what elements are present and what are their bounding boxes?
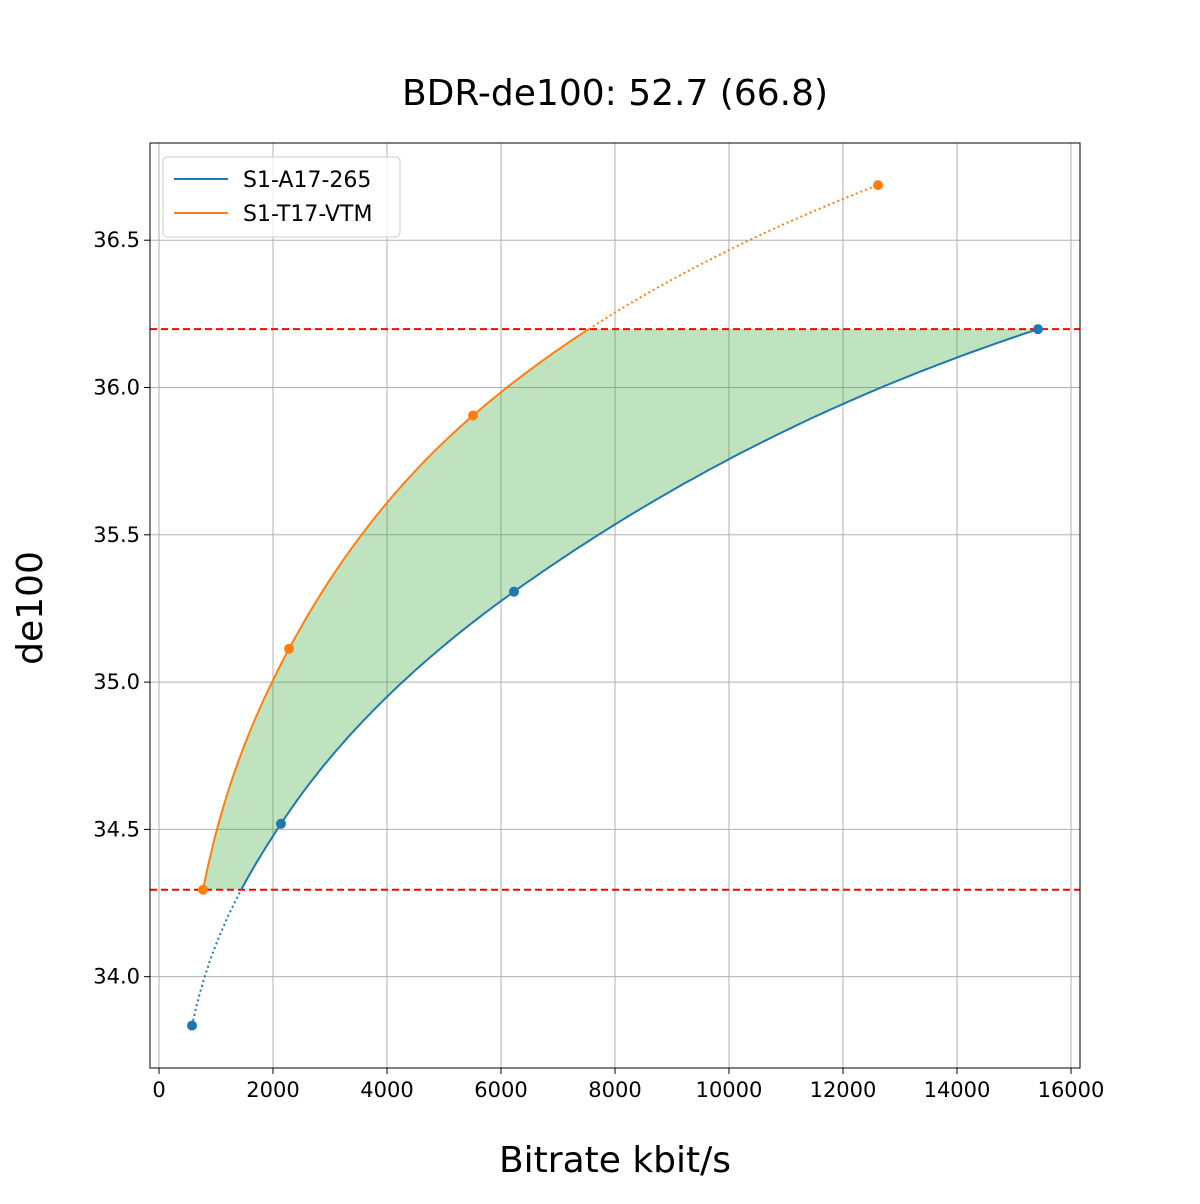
fill-area [203, 329, 1038, 890]
x-tick-label: 8000 [588, 1078, 641, 1102]
y-axis-label: de100 [10, 551, 51, 665]
y-tick-label: 34.0 [93, 965, 140, 989]
curves [191, 184, 1039, 1026]
x-tick-label: 10000 [696, 1078, 763, 1102]
fill-between-curves [203, 329, 1038, 890]
y-tick-label: 36.0 [93, 376, 140, 400]
data-point [468, 410, 479, 421]
x-tick-label: 14000 [924, 1078, 991, 1102]
y-tick-label: 34.5 [93, 817, 140, 841]
legend: S1-A17-265 S1-T17-VTM [162, 156, 401, 238]
y-tick-label: 36.5 [93, 228, 140, 252]
legend-label: S1-T17-VTM [243, 202, 372, 227]
x-axis-label: Bitrate kbit/s [499, 1140, 731, 1181]
x-tick-label: 12000 [810, 1078, 877, 1102]
curve-S1-A17-265 [240, 328, 1039, 891]
data-point [1032, 324, 1043, 335]
reference-lines [150, 328, 1080, 891]
curve-extrapolated [588, 184, 879, 331]
data-point [872, 180, 883, 191]
ticks: 0 2000 4000 6000 8000 10000 12000 14000 16000 34.… [93, 228, 1104, 1102]
legend-label: S1-A17-265 [243, 168, 371, 193]
x-tick-label: 0 [152, 1078, 165, 1102]
data-point [508, 586, 519, 597]
grid [150, 143, 1080, 1068]
data-point [198, 884, 209, 895]
y-tick-label: 35.5 [93, 523, 140, 547]
legend-box [162, 156, 401, 238]
data-point [284, 643, 295, 654]
data-point [275, 818, 286, 829]
x-tick-label: 16000 [1038, 1078, 1105, 1102]
x-tick-label: 4000 [360, 1078, 413, 1102]
chart-title: BDR-de100: 52.7 (66.8) [402, 73, 828, 114]
curve-S1-T17-VTM [202, 328, 590, 890]
y-tick-label: 35.0 [93, 670, 140, 694]
x-tick-label: 6000 [474, 1078, 527, 1102]
curve-extrapolated [191, 889, 243, 1026]
data-points [187, 180, 1043, 1031]
data-point [187, 1020, 198, 1031]
x-tick-label: 2000 [246, 1078, 299, 1102]
